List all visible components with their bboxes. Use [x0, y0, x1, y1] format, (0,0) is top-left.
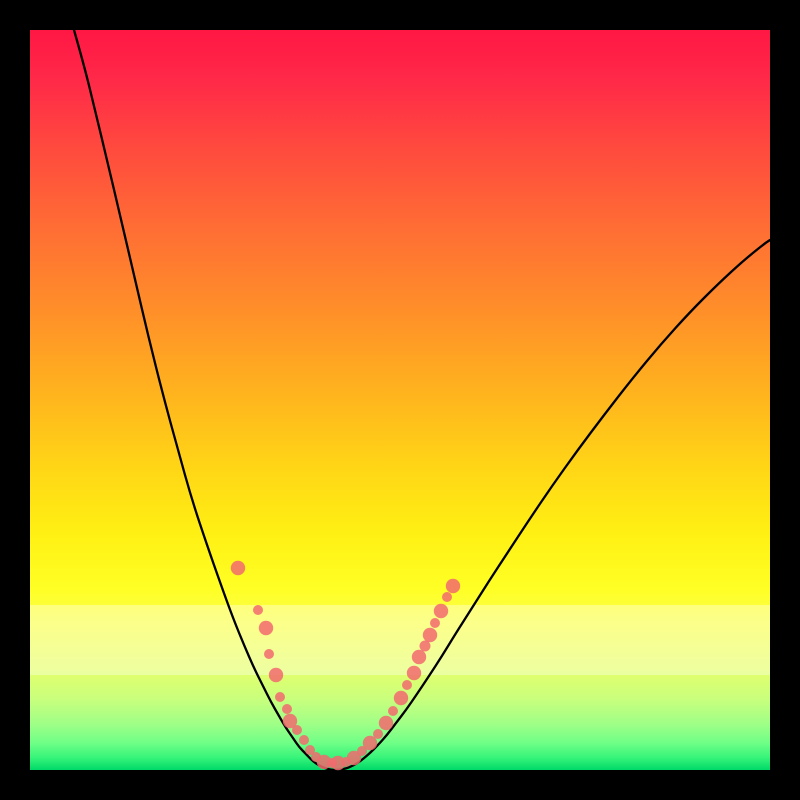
- bottleneck-chart: [0, 0, 800, 800]
- scatter-point: [402, 680, 412, 690]
- scatter-point: [292, 725, 302, 735]
- scatter-point: [299, 735, 309, 745]
- scatter-point: [430, 618, 440, 628]
- scatter-point: [275, 692, 285, 702]
- scatter-point: [388, 706, 398, 716]
- scatter-point: [442, 592, 452, 602]
- scatter-point: [253, 605, 263, 615]
- highlight-band: [30, 605, 770, 675]
- scatter-point: [446, 579, 460, 593]
- scatter-point: [231, 561, 245, 575]
- scatter-point: [259, 621, 273, 635]
- scatter-point: [282, 704, 292, 714]
- scatter-point: [379, 716, 393, 730]
- scatter-point: [434, 604, 448, 618]
- scatter-point: [420, 641, 431, 652]
- scatter-point: [264, 649, 274, 659]
- scatter-point: [407, 666, 421, 680]
- scatter-point: [373, 729, 383, 739]
- scatter-point: [412, 650, 426, 664]
- scatter-point: [423, 628, 437, 642]
- scatter-point: [394, 691, 408, 705]
- scatter-point: [269, 668, 283, 682]
